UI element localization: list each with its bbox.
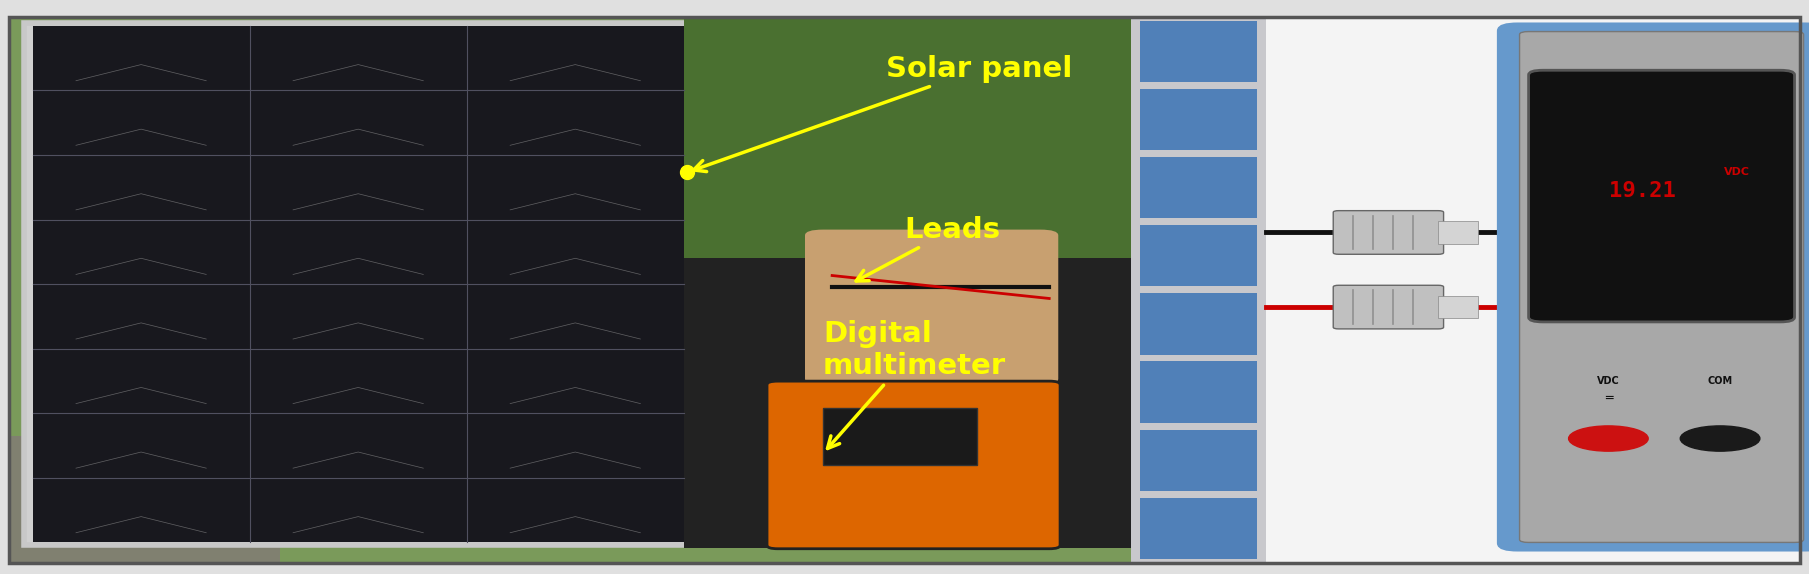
FancyBboxPatch shape <box>1140 225 1257 286</box>
Text: ═: ═ <box>1605 392 1612 405</box>
FancyBboxPatch shape <box>1140 498 1257 559</box>
FancyBboxPatch shape <box>1500 25 1809 549</box>
FancyBboxPatch shape <box>1520 32 1804 542</box>
Circle shape <box>1568 426 1648 451</box>
FancyBboxPatch shape <box>805 230 1058 385</box>
FancyBboxPatch shape <box>684 17 1131 258</box>
FancyBboxPatch shape <box>1140 157 1257 218</box>
FancyBboxPatch shape <box>1438 222 1478 243</box>
Text: VDC: VDC <box>1724 167 1751 177</box>
Text: COM: COM <box>1708 376 1733 386</box>
Text: VDC: VDC <box>1597 376 1619 386</box>
FancyBboxPatch shape <box>24 23 693 545</box>
FancyBboxPatch shape <box>767 381 1060 549</box>
FancyBboxPatch shape <box>1140 429 1257 491</box>
FancyBboxPatch shape <box>1140 293 1257 355</box>
FancyBboxPatch shape <box>1131 17 1266 563</box>
FancyBboxPatch shape <box>1140 362 1257 422</box>
Circle shape <box>1681 426 1760 451</box>
FancyBboxPatch shape <box>1529 70 1795 322</box>
FancyBboxPatch shape <box>823 408 977 465</box>
FancyBboxPatch shape <box>9 436 280 563</box>
Text: Solar panel: Solar panel <box>693 55 1073 172</box>
Text: Digital
multimeter: Digital multimeter <box>823 320 1006 448</box>
FancyBboxPatch shape <box>1333 211 1444 254</box>
FancyBboxPatch shape <box>684 17 1131 548</box>
Text: Leads: Leads <box>856 216 1000 281</box>
FancyBboxPatch shape <box>9 17 1131 563</box>
FancyBboxPatch shape <box>33 26 684 542</box>
Text: 19.21: 19.21 <box>1610 181 1677 201</box>
FancyBboxPatch shape <box>1140 89 1257 150</box>
FancyBboxPatch shape <box>1266 17 1800 563</box>
FancyBboxPatch shape <box>1333 285 1444 329</box>
FancyBboxPatch shape <box>1438 296 1478 318</box>
FancyBboxPatch shape <box>1140 21 1257 82</box>
